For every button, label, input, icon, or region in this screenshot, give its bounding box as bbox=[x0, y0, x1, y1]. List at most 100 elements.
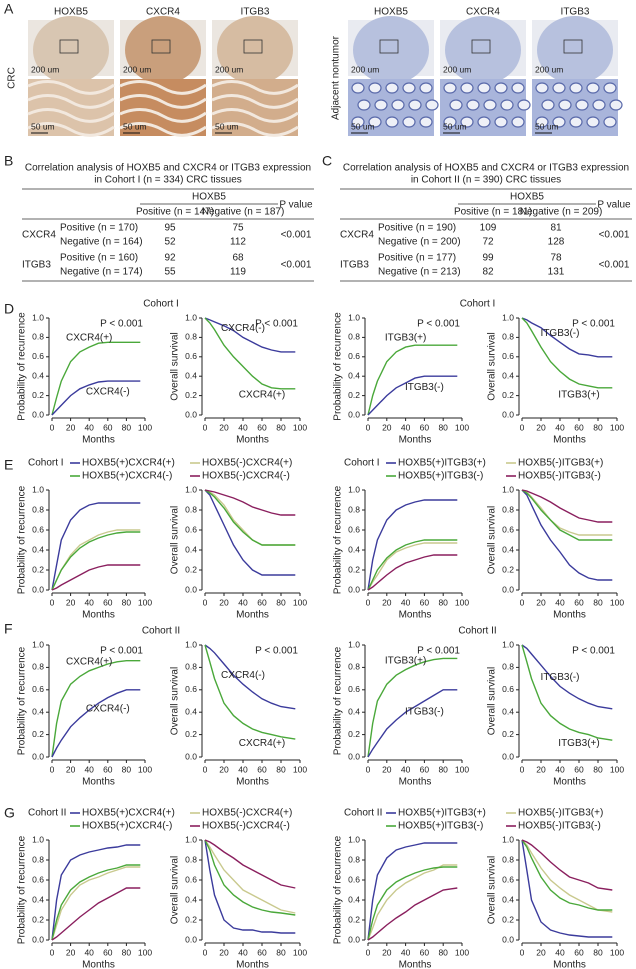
x-tick-label: 20 bbox=[219, 764, 229, 774]
cell: 55 bbox=[164, 267, 176, 278]
y-tick-label: 0.4 bbox=[32, 544, 44, 554]
cohort-heading: Cohort II bbox=[458, 626, 496, 637]
crypt bbox=[535, 116, 549, 128]
y-tick-label: 0.2 bbox=[502, 564, 514, 574]
x-tick-label: 40 bbox=[238, 422, 248, 432]
legend-entry: HOXB5(+)ITGB3(-) bbox=[398, 471, 483, 482]
y-tick-label: 1.0 bbox=[348, 484, 360, 494]
crypt bbox=[460, 82, 474, 94]
curve-label: ITGB3(+) bbox=[558, 390, 599, 401]
x-tick-label: 40 bbox=[401, 422, 411, 432]
x-tick-label: 60 bbox=[574, 597, 584, 607]
x-tick-label: 0 bbox=[520, 947, 525, 957]
x-axis-label: Months bbox=[553, 610, 586, 621]
tissue-band bbox=[119, 108, 207, 123]
y-tick-label: 0.2 bbox=[348, 729, 360, 739]
x-tick-label: 60 bbox=[257, 764, 267, 774]
x-tick-label: 80 bbox=[593, 597, 603, 607]
x-tick-label: 40 bbox=[238, 597, 248, 607]
cell: 82 bbox=[482, 267, 494, 278]
y-tick-label: 0.4 bbox=[32, 370, 44, 380]
x-tick-label: 60 bbox=[103, 597, 113, 607]
p-value: <0.001 bbox=[281, 230, 312, 241]
x-axis-label: Months bbox=[399, 610, 432, 621]
curve bbox=[204, 644, 296, 740]
crypt bbox=[351, 116, 365, 128]
y-tick-label: 0.2 bbox=[185, 914, 197, 924]
curve bbox=[204, 317, 296, 390]
crypt bbox=[603, 116, 617, 128]
column-group-header: HOXB5 bbox=[510, 192, 544, 203]
curve bbox=[367, 344, 458, 416]
x-tick-label: 60 bbox=[420, 764, 430, 774]
y-tick-label: 0.8 bbox=[32, 854, 44, 864]
y-tick-label: 0.8 bbox=[502, 854, 514, 864]
annotation: P < 0.001 bbox=[100, 319, 143, 330]
x-tick-label: 0 bbox=[520, 764, 525, 774]
x-tick-label: 40 bbox=[238, 947, 248, 957]
x-axis-label: Months bbox=[553, 960, 586, 969]
legend-entry: HOXB5(+)CXCR4(+) bbox=[82, 808, 175, 819]
zoom-box bbox=[59, 39, 79, 54]
panel-label: C bbox=[322, 153, 332, 169]
scale-label: 200 um bbox=[123, 64, 151, 74]
x-tick-label: 60 bbox=[257, 947, 267, 957]
side-label: Adjacent nontumor bbox=[331, 35, 342, 120]
scale-label: 200 um bbox=[31, 64, 59, 74]
x-tick-label: 80 bbox=[122, 764, 132, 774]
zoom-box bbox=[151, 39, 171, 54]
scale-label: 200 um bbox=[215, 64, 243, 74]
curve bbox=[51, 660, 141, 758]
y-tick-label: 0.6 bbox=[502, 874, 514, 884]
x-tick-label: 0 bbox=[203, 422, 208, 432]
curve bbox=[521, 839, 613, 891]
tissue-core bbox=[445, 16, 521, 84]
crypt bbox=[609, 99, 623, 111]
crypt bbox=[535, 82, 549, 94]
scale-label: 50 um bbox=[535, 121, 559, 131]
y-tick-label: 1.0 bbox=[348, 639, 360, 649]
x-tick-label: 20 bbox=[536, 947, 546, 957]
table-title: in Cohort II (n = 390) CRC tissues bbox=[411, 175, 561, 186]
y-axis-label: Probability of recurrence bbox=[17, 646, 28, 755]
x-axis-label: Months bbox=[236, 777, 269, 788]
curve-label: CXCR4(+) bbox=[239, 390, 285, 401]
y-tick-label: 0.6 bbox=[348, 684, 360, 694]
x-tick-label: 60 bbox=[103, 947, 113, 957]
x-tick-label: 40 bbox=[84, 764, 94, 774]
y-tick-label: 1.0 bbox=[32, 834, 44, 844]
x-tick-label: 0 bbox=[366, 422, 371, 432]
y-axis-label: Probability of recurrence bbox=[17, 835, 28, 944]
y-tick-label: 0.6 bbox=[185, 874, 197, 884]
x-tick-label: 40 bbox=[238, 764, 248, 774]
y-tick-label: 0.2 bbox=[348, 564, 360, 574]
y-tick-label: 0.6 bbox=[502, 351, 514, 361]
curve bbox=[204, 489, 296, 546]
legend-entry: HOXB5(+)CXCR4(+) bbox=[82, 458, 175, 469]
curve-label: CXCR4(-) bbox=[221, 323, 265, 334]
y-tick-label: 0.2 bbox=[32, 729, 44, 739]
curve bbox=[521, 839, 613, 913]
x-tick-label: 80 bbox=[276, 422, 286, 432]
row-group: ITGB3 bbox=[340, 260, 369, 271]
cell: 81 bbox=[550, 223, 562, 234]
legend-title: Cohort I bbox=[344, 458, 380, 469]
y-axis-label: Probability of recurrence bbox=[333, 835, 344, 944]
column-header: CXCR4 bbox=[466, 7, 500, 18]
curve bbox=[521, 489, 613, 581]
panel-label: A bbox=[4, 1, 14, 17]
y-tick-label: 0.6 bbox=[348, 351, 360, 361]
y-tick-label: 0.8 bbox=[185, 504, 197, 514]
column-header: P value bbox=[279, 200, 313, 211]
y-tick-label: 1.0 bbox=[502, 312, 514, 322]
curve bbox=[204, 489, 296, 516]
x-axis-label: Months bbox=[399, 960, 432, 969]
tissue-band bbox=[211, 80, 299, 95]
y-tick-label: 0.8 bbox=[348, 662, 360, 672]
y-tick-label: 0.8 bbox=[502, 662, 514, 672]
y-tick-label: 0.0 bbox=[32, 751, 44, 761]
curve bbox=[51, 864, 141, 941]
y-tick-label: 0.8 bbox=[32, 332, 44, 342]
curve bbox=[204, 489, 296, 576]
